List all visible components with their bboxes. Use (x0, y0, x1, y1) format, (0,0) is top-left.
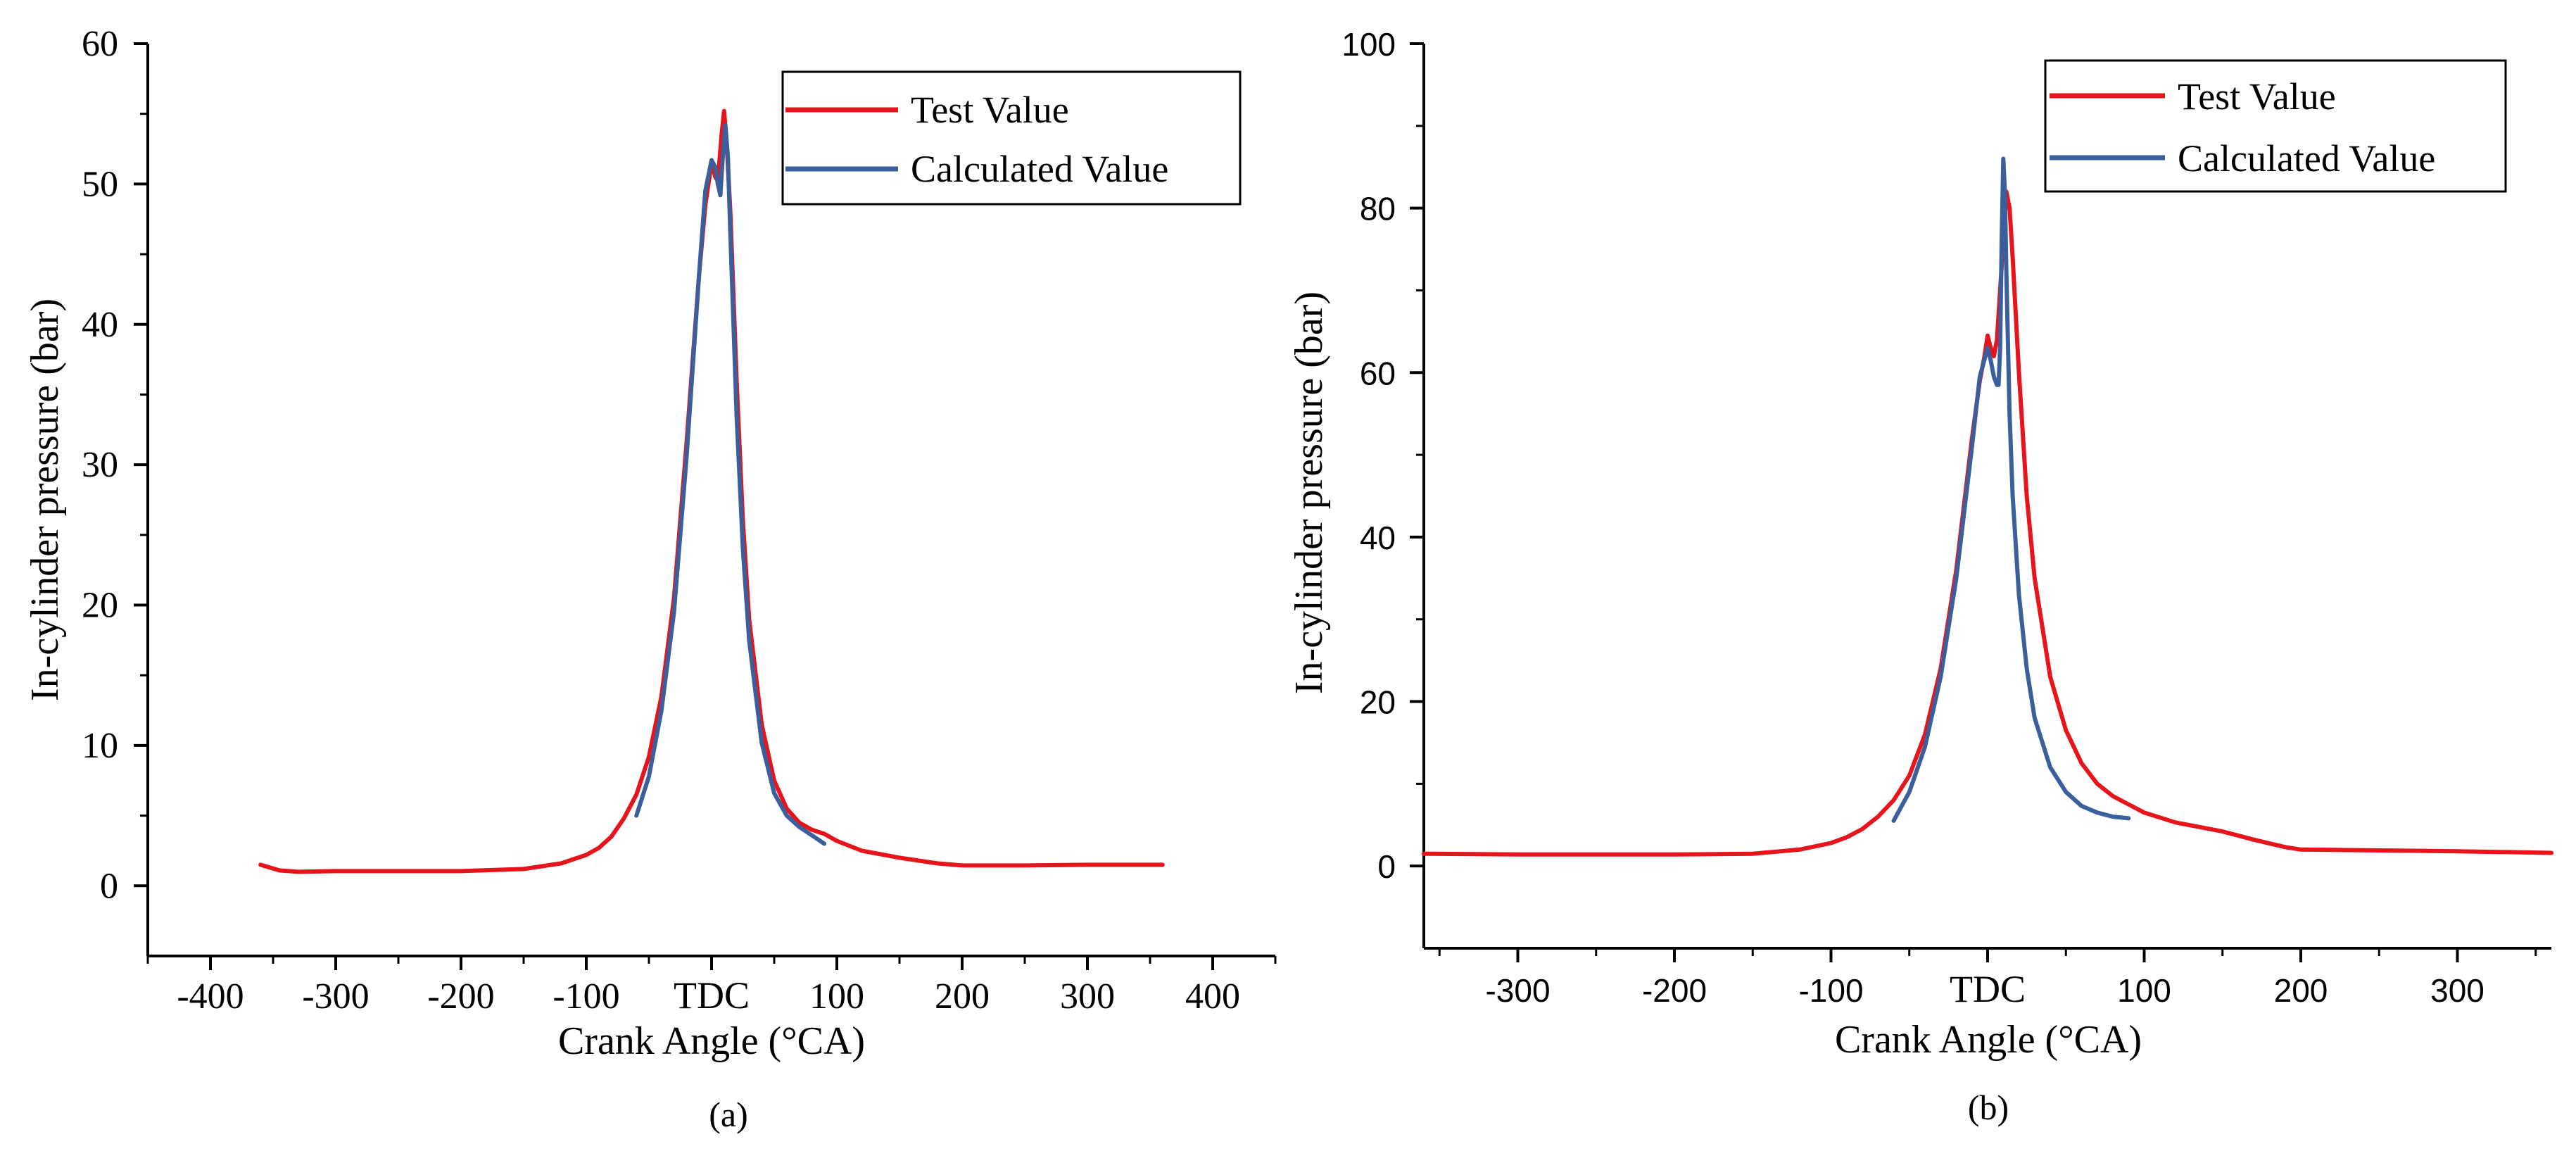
panel-a: -400 -300 -200 -100 TDC 100 200 300 400 0 10 20 30 40… (23, 24, 1277, 1134)
panel-a-y-tick-label: 10 (82, 726, 118, 766)
panel-b-legend-test-label: Test Value (2178, 75, 2336, 118)
panel-b-series (1422, 156, 2553, 857)
panel-a-x-tick-label: -300 (302, 976, 369, 1017)
panel-a-series (258, 108, 1165, 874)
panel-b-legend-box (2044, 59, 2507, 193)
panel-b-x-tick-label: -200 (1642, 972, 1707, 1009)
panel-a-x-tick-label: 300 (1060, 976, 1115, 1017)
panel-a-x-tick-label: TDC (674, 974, 750, 1017)
panel-a-x-tick-label: 100 (809, 976, 864, 1017)
panel-a-legend: Test Value Calculated Value (781, 70, 1242, 206)
panel-a-y-tick-label: 40 (82, 305, 118, 345)
panel-b: -300 -200 -100 TDC 100 200 300 0 20 40 60 80 100 Cra… (1287, 26, 2553, 1127)
panel-a-x-tick-label: 200 (935, 976, 990, 1017)
panel-b-calculated-value-line (1891, 156, 2131, 823)
panel-b-y-axis-label: In-cylinder pressure (bar) (1287, 291, 1331, 694)
panel-a-y-tick-label: 20 (82, 586, 118, 626)
panel-a-x-tick-label: -400 (177, 976, 244, 1017)
panel-a-x-tick-label: 400 (1185, 976, 1240, 1017)
panel-b-x-axis-label: Crank Angle (°CA) (1835, 1018, 2142, 1062)
panel-a-test-value-line (258, 108, 1165, 874)
panel-a-ticks: -400 -300 -200 -100 TDC 100 200 300 400 0 10 20 30 40… (82, 24, 1277, 1017)
panel-a-y-tick-label: 50 (82, 164, 118, 204)
panel-a-x-tick-label: -200 (427, 976, 494, 1017)
panel-b-y-tick-label: 20 (1360, 684, 1396, 721)
panel-b-caption: (b) (1968, 1088, 2009, 1127)
panel-b-y-tick-label: 100 (1341, 26, 1396, 63)
panel-b-y-tick-label: 40 (1360, 520, 1396, 556)
panel-b-x-tick-label: 300 (2430, 972, 2485, 1009)
panel-b-ticks: -300 -200 -100 TDC 100 200 300 0 20 40 60 80 100 (1341, 26, 2537, 1010)
panel-a-y-tick-label: 0 (100, 866, 118, 906)
panel-b-legend-calc-label: Calculated Value (2178, 137, 2435, 180)
panel-b-y-tick-label: 60 (1360, 355, 1396, 391)
panel-b-x-tick-label: -100 (1798, 972, 1863, 1009)
panel-a-caption: (a) (709, 1095, 748, 1134)
panel-a-legend-test-label: Test Value (911, 89, 1069, 131)
panel-a-legend-calc-label: Calculated Value (911, 148, 1168, 190)
panel-b-x-tick-label: TDC (1950, 968, 2026, 1010)
panel-a-calculated-value-line (634, 122, 827, 846)
panel-b-x-tick-label: 100 (2117, 972, 2171, 1009)
panel-b-test-value-line (1422, 189, 2553, 857)
panel-a-x-axis-label: Crank Angle (°CA) (558, 1019, 865, 1063)
panel-b-legend: Test Value Calculated Value (2044, 59, 2507, 193)
panel-b-x-tick-label: -300 (1485, 972, 1550, 1009)
panel-a-y-axis-label: In-cylinder pressure (bar) (23, 298, 67, 701)
panel-b-y-tick-label: 80 (1360, 191, 1396, 227)
panel-b-x-tick-label: 200 (2274, 972, 2328, 1009)
panel-a-y-tick-label: 30 (82, 445, 118, 485)
panel-a-legend-box (781, 70, 1242, 206)
panel-a-y-tick-label: 60 (82, 24, 118, 64)
panel-a-x-tick-label: -100 (553, 976, 619, 1017)
panel-b-y-tick-label: 0 (1377, 848, 1396, 885)
